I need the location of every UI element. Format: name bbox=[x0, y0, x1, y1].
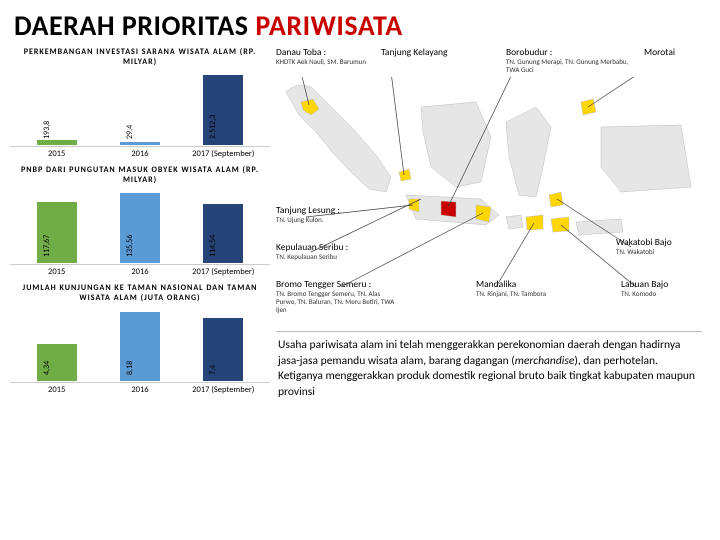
bar: 114,54 bbox=[203, 204, 243, 263]
content: PERKEMBANGAN INVESTASI SARANA WISATA ALA… bbox=[0, 47, 720, 401]
map-label: Borobudur :TN. Gunung Merapi, TN. Gunung… bbox=[506, 47, 631, 74]
borobudur-hl bbox=[441, 201, 456, 217]
map-label: Labuan BajoTN. Komodo bbox=[621, 279, 668, 298]
map-label: Wakatobi BajoTN. Wakatobi bbox=[616, 237, 672, 256]
bottom-paragraph: Usaha pariwisata alam ini telah menggera… bbox=[276, 334, 710, 400]
xaxis-label: 2017 (September) bbox=[186, 385, 261, 395]
map-label: Kepulauan Seribu :TN. Kepulauan Seribu bbox=[276, 242, 348, 261]
bar: 8,18 bbox=[120, 312, 160, 381]
xaxis-label: 2016 bbox=[102, 267, 177, 277]
bt-it: merchandise bbox=[515, 354, 575, 368]
bar-col: 2.512,3 bbox=[186, 75, 261, 145]
right-column: Danau Toba :KHDTK Aek Nauli, SM. Barumun… bbox=[270, 47, 710, 401]
bar-col: 135,56 bbox=[102, 193, 177, 263]
xaxis-label: 2016 bbox=[102, 149, 177, 159]
map-area: Danau Toba :KHDTK Aek Nauli, SM. Barumun… bbox=[276, 47, 710, 327]
map-label: MandalikaTN. Rinjani, TN. Tambora bbox=[476, 279, 546, 298]
chart2-xaxis: 2015 2016 2017 (September) bbox=[10, 264, 270, 277]
bar-value: 2.512,3 bbox=[208, 115, 218, 139]
kalimantan-shape bbox=[421, 102, 491, 187]
sumatra-shape bbox=[286, 85, 391, 192]
chart2-title: PNBP DARI PUNGUTAN MASUK OBYEK WISATA AL… bbox=[10, 165, 270, 185]
map-label-sub: TN. Komodo bbox=[621, 290, 668, 298]
chart2-bars: 117,67 135,56 114,54 bbox=[10, 188, 270, 263]
wakatobi-hl bbox=[549, 192, 563, 207]
map-label: Danau Toba :KHDTK Aek Nauli, SM. Barumun bbox=[276, 47, 366, 66]
map-label-sub: KHDTK Aek Nauli, SM. Barumun bbox=[276, 58, 366, 66]
bar-value: 7,4 bbox=[208, 365, 218, 375]
bar-value: 29,4 bbox=[125, 125, 135, 139]
map-label-head: Tanjung Kelayang bbox=[381, 47, 448, 58]
bar-value: 8,18 bbox=[125, 361, 135, 375]
map-label-sub: TN. Rinjani, TN. Tambora bbox=[476, 290, 546, 298]
bar-col: 193,8 bbox=[19, 140, 94, 145]
bar-value: 193,8 bbox=[42, 121, 52, 139]
title-main: DAERAH PRIORITAS bbox=[14, 8, 255, 43]
xaxis-label: 2015 bbox=[19, 149, 94, 159]
indonesia-map bbox=[281, 77, 701, 297]
bar-value: 114,54 bbox=[208, 235, 218, 257]
sulawesi-shape bbox=[506, 107, 551, 197]
bar-col: 8,18 bbox=[102, 312, 177, 381]
map-label: Tanjung Lesung :TN. Ujung Kulon. bbox=[276, 205, 340, 224]
chart-pnbp: PNBP DARI PUNGUTAN MASUK OBYEK WISATA AL… bbox=[10, 165, 270, 277]
bar: 193,8 bbox=[37, 140, 77, 145]
xaxis-label: 2017 (September) bbox=[186, 149, 261, 159]
map-label: Tanjung Kelayang bbox=[381, 47, 448, 58]
bar-col: 7,4 bbox=[186, 318, 261, 381]
chart3-xaxis: 2015 2016 2017 (September) bbox=[10, 382, 270, 395]
papua-shape bbox=[601, 125, 691, 192]
bar: 4,34 bbox=[37, 344, 77, 381]
chart1-xaxis: 2015 2016 2017 (September) bbox=[10, 146, 270, 159]
map-label-sub: TN. Wakatobi bbox=[616, 248, 672, 256]
bromo-hl bbox=[476, 205, 491, 222]
chart-kunjungan: JUMLAH KUNJUNGAN KE TAMAN NASIONAL DAN T… bbox=[10, 283, 270, 395]
title-accent: PARIWISATA bbox=[255, 8, 402, 43]
kelayang-hl bbox=[399, 169, 411, 181]
bali-shape bbox=[506, 215, 523, 229]
bar-col: 4,34 bbox=[19, 344, 94, 381]
chart1-title: PERKEMBANGAN INVESTASI SARANA WISATA ALA… bbox=[10, 47, 270, 67]
bar-col: 29,4 bbox=[102, 142, 177, 145]
xaxis-label: 2015 bbox=[19, 267, 94, 277]
bar: 2.512,3 bbox=[203, 75, 243, 145]
bar-value: 117,67 bbox=[42, 235, 52, 257]
chart3-title: JUMLAH KUNJUNGAN KE TAMAN NASIONAL DAN T… bbox=[10, 283, 270, 303]
page-title: DAERAH PRIORITAS PARIWISATA bbox=[0, 0, 720, 47]
map-label-sub: TN. Gunung Merapi, TN. Gunung Merbabu, T… bbox=[506, 58, 631, 74]
bar: 29,4 bbox=[120, 142, 160, 145]
map-label-sub: TN. Kepulauan Seribu bbox=[276, 253, 348, 261]
xaxis-label: 2015 bbox=[19, 385, 94, 395]
bar: 117,67 bbox=[37, 202, 77, 263]
chart1-bars: 193,8 29,4 2.512,3 bbox=[10, 70, 270, 145]
bar-col: 117,67 bbox=[19, 202, 94, 263]
chart-investasi: PERKEMBANGAN INVESTASI SARANA WISATA ALA… bbox=[10, 47, 270, 159]
bar-value: 135,56 bbox=[125, 235, 135, 257]
map-label: Bromo Tengger Semeru :TN. Bromo Tengger … bbox=[276, 279, 401, 314]
map-label: Morotai bbox=[644, 47, 675, 58]
map-label-sub: TN. Bromo Tengger Semeru, TN. Alas Purwo… bbox=[276, 290, 401, 314]
bar: 135,56 bbox=[120, 193, 160, 263]
chart3-bars: 4,34 8,18 7,4 bbox=[10, 306, 270, 381]
map-label-head: Morotai bbox=[644, 47, 675, 58]
xaxis-label: 2017 (September) bbox=[186, 267, 261, 277]
left-column: PERKEMBANGAN INVESTASI SARANA WISATA ALA… bbox=[10, 47, 270, 401]
lombok-hl bbox=[526, 215, 543, 230]
map-label-sub: TN. Ujung Kulon. bbox=[276, 216, 340, 224]
xaxis-label: 2016 bbox=[102, 385, 177, 395]
bar: 7,4 bbox=[203, 318, 243, 381]
bar-col: 114,54 bbox=[186, 204, 261, 263]
ntt-shape bbox=[576, 219, 623, 235]
divider bbox=[276, 331, 702, 332]
bar-value: 4,34 bbox=[42, 361, 52, 375]
